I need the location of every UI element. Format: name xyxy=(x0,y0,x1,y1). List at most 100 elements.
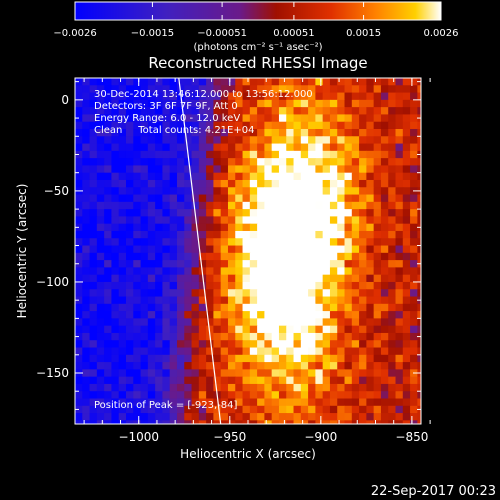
heatmap-cell xyxy=(278,376,287,385)
heatmap-cell xyxy=(308,245,316,254)
heatmap-cell xyxy=(169,398,178,407)
heatmap-cell xyxy=(89,209,98,217)
heatmap-cell xyxy=(395,107,404,116)
heatmap-cell xyxy=(344,150,353,159)
heatmap-cell xyxy=(242,289,251,298)
heatmap-cell xyxy=(264,296,273,305)
heatmap-cell xyxy=(162,128,171,137)
heatmap-cell xyxy=(133,209,142,217)
heatmap-cell xyxy=(410,121,418,130)
heatmap-cell xyxy=(89,354,98,363)
heatmap-cell xyxy=(388,245,397,254)
heatmap-cell xyxy=(169,332,178,341)
heatmap-cell xyxy=(147,121,156,130)
heatmap-cell xyxy=(395,158,404,167)
heatmap-cell xyxy=(271,107,280,116)
heatmap-cell xyxy=(286,187,295,196)
heatmap-cell xyxy=(329,238,338,247)
heatmap-cell xyxy=(220,405,229,414)
heatmap-cell xyxy=(184,405,193,414)
heatmap-cell xyxy=(206,187,214,196)
heatmap-cell xyxy=(147,99,156,108)
heatmap-cell xyxy=(220,245,229,254)
heatmap-cell xyxy=(249,413,258,421)
heatmap-cell xyxy=(96,172,105,181)
heatmap-cell xyxy=(162,332,171,341)
heatmap-cell xyxy=(264,281,273,290)
heatmap-cell xyxy=(198,281,207,290)
heatmap-cell xyxy=(82,158,91,167)
heatmap-cell xyxy=(198,99,207,108)
heatmap-cell xyxy=(220,398,229,407)
heatmap-cell xyxy=(322,325,331,334)
heatmap-cell xyxy=(249,92,258,101)
heatmap-cell xyxy=(75,194,83,203)
heatmap-cell xyxy=(395,405,404,414)
heatmap-cell xyxy=(410,201,418,210)
heatmap-cell xyxy=(96,245,105,254)
heatmap-cell xyxy=(329,362,338,370)
heatmap-cell xyxy=(242,128,251,137)
heatmap-cell xyxy=(104,354,113,363)
heatmap-cell xyxy=(111,201,120,210)
heatmap-cell xyxy=(271,318,280,327)
heatmap-cell xyxy=(155,187,164,196)
heatmap-cell xyxy=(373,347,382,356)
heatmap-cell xyxy=(293,99,302,108)
heatmap-cell xyxy=(118,136,127,145)
heatmap-cell xyxy=(264,128,273,137)
heatmap-cell xyxy=(111,99,120,108)
heatmap-cell xyxy=(410,216,418,225)
heatmap-cell xyxy=(242,391,251,400)
heatmap-cell xyxy=(227,136,236,145)
heatmap-cell xyxy=(140,383,149,392)
heatmap-cell xyxy=(220,223,229,232)
heatmap-cell xyxy=(220,121,229,130)
heatmap-cell xyxy=(140,209,149,217)
heatmap-cell xyxy=(337,150,346,159)
heatmap-cell xyxy=(293,260,302,268)
heatmap-cell xyxy=(264,383,273,392)
heatmap-cell xyxy=(235,230,244,239)
heatmap-cell xyxy=(293,172,302,181)
heatmap-cell xyxy=(125,413,134,421)
heatmap-cell xyxy=(322,136,331,145)
heatmap-cell xyxy=(264,78,273,86)
heatmap-cell xyxy=(82,303,91,312)
heatmap-cell xyxy=(213,362,222,370)
heatmap-cell xyxy=(271,340,280,349)
heatmap-cell xyxy=(235,391,244,400)
heatmap-cell xyxy=(206,209,214,217)
heatmap-cell xyxy=(96,187,105,196)
heatmap-cell xyxy=(82,260,91,268)
heatmap-cell xyxy=(402,107,411,116)
heatmap-cell xyxy=(235,325,244,334)
heatmap-cell xyxy=(191,78,200,86)
heatmap-cell xyxy=(125,187,134,196)
heatmap-cell xyxy=(176,150,185,159)
heatmap-cell xyxy=(308,413,316,421)
heatmap-cell xyxy=(213,274,222,283)
heatmap-cell xyxy=(162,398,171,407)
heatmap-cell xyxy=(351,172,360,181)
heatmap-cell xyxy=(133,143,142,152)
heatmap-cell xyxy=(380,296,389,305)
heatmap-cell xyxy=(89,369,98,378)
heatmap-cell xyxy=(118,223,127,232)
heatmap-cell xyxy=(278,274,287,283)
heatmap-cell xyxy=(388,267,397,276)
heatmap-cell xyxy=(118,172,127,181)
heatmap-cell xyxy=(308,238,316,247)
heatmap-cell xyxy=(104,281,113,290)
heatmap-cell xyxy=(213,230,222,239)
heatmap-cell xyxy=(380,303,389,312)
heatmap-cell xyxy=(373,92,382,101)
heatmap-cell xyxy=(184,128,193,137)
heatmap-cell xyxy=(162,383,171,392)
heatmap-cell xyxy=(206,165,214,174)
heatmap-cell xyxy=(104,369,113,378)
heatmap-cell xyxy=(402,78,411,86)
heatmap-cell xyxy=(395,187,404,196)
heatmap-cell xyxy=(96,296,105,305)
heatmap-cell xyxy=(191,332,200,341)
